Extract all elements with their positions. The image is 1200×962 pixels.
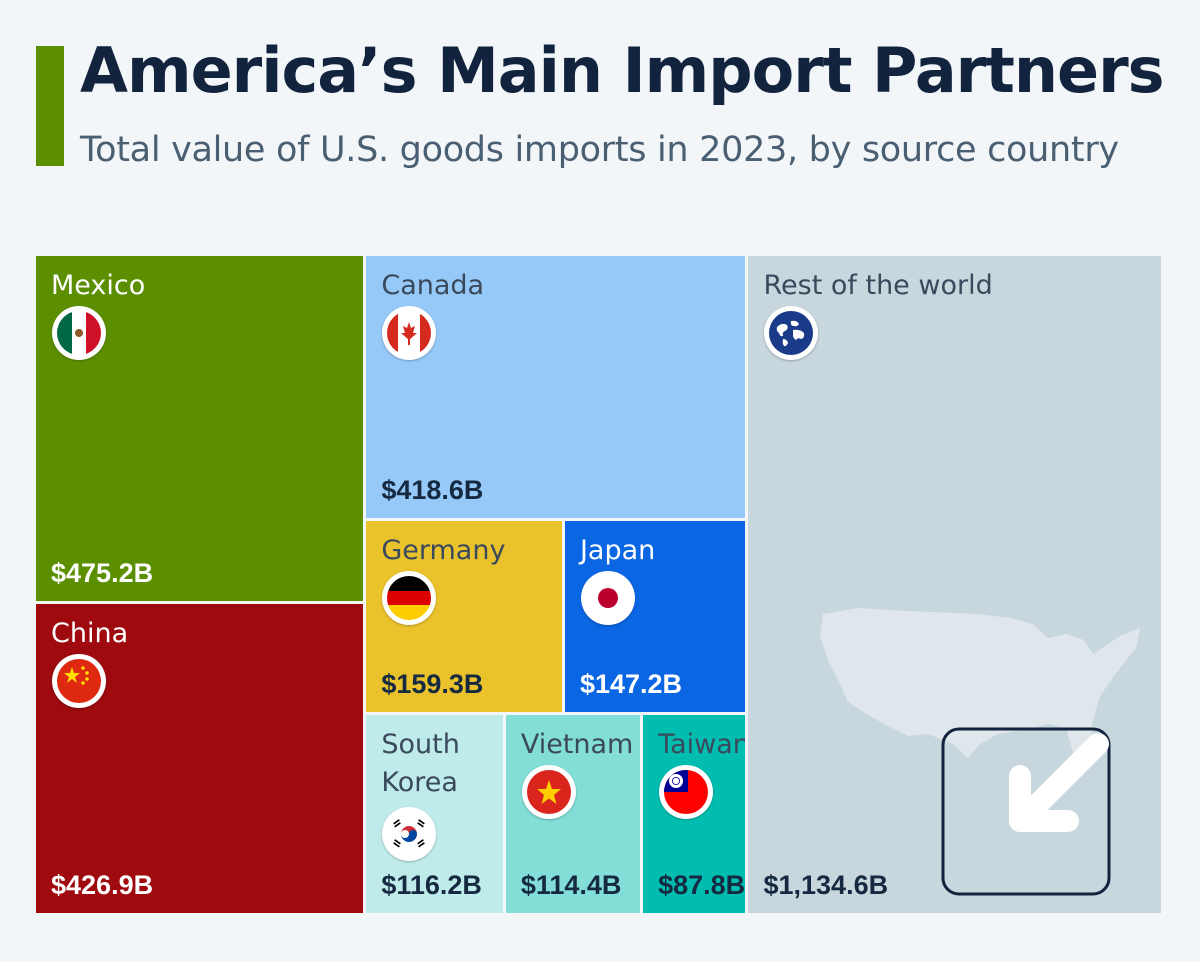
- canada-flag-icon: [382, 306, 437, 360]
- tile-label-canada: Canada: [381, 270, 485, 301]
- japan-flag-icon: [580, 570, 635, 625]
- germany-flag-icon: [382, 570, 437, 625]
- taiwan-flag-icon: [659, 764, 714, 819]
- tile-value-canada: $418.6B: [381, 474, 484, 505]
- accent-bar: [36, 46, 64, 166]
- treemap-tile-south-korea: South Korea $116.2B: [366, 714, 503, 913]
- china-flag-icon: [52, 653, 106, 708]
- treemap-tile-japan: Japan $147.2B: [564, 520, 746, 712]
- chart-subtitle: Total value of U.S. goods imports in 202…: [80, 130, 1119, 170]
- tile-label-china: China: [51, 617, 129, 649]
- treemap-tile-rest-of-the-world: Rest of the world $1,134.6B: [748, 256, 1161, 913]
- tile-label-vietnam: Vietnam: [520, 728, 634, 760]
- treemap-tile-china: China $426.9B: [36, 603, 364, 913]
- tile-value-china: $426.9B: [51, 869, 154, 900]
- treemap-tile-mexico: Mexico $475.2B: [36, 256, 364, 601]
- treemap-tile-canada: Canada $418.6B: [366, 256, 746, 518]
- globe-icon: [764, 306, 819, 360]
- tile-label-germany: Germany: [381, 534, 506, 566]
- tile-label-taiwan: Taiwan: [658, 728, 746, 760]
- tile-value-germany: $159.3B: [381, 668, 484, 699]
- tile-value-rest-of-the-world: $1,134.6B: [763, 870, 889, 900]
- treemap-tile-taiwan: Taiwan $87.8B: [643, 714, 746, 913]
- treemap-chart: Mexico $475.2B China $426.9B Canada $418.6B Ge…: [36, 256, 1164, 916]
- tile-label-japan: Japan: [579, 534, 656, 566]
- tile-label-mexico: Mexico: [51, 270, 146, 301]
- tile-value-south-korea: $116.2B: [381, 869, 482, 900]
- tile-value-japan: $147.2B: [579, 668, 683, 699]
- mexico-flag-icon: [52, 306, 106, 360]
- treemap-tile-vietnam: Vietnam $114.4B: [505, 714, 641, 913]
- tile-value-vietnam: $114.4B: [520, 869, 622, 900]
- treemap-tile-germany: Germany $159.3B: [366, 520, 562, 712]
- south-korea-flag-icon: [382, 806, 437, 861]
- vietnam-flag-icon: [521, 764, 576, 819]
- tile-label-rest-of-the-world: Rest of the world: [763, 270, 993, 301]
- tile-value-taiwan: $87.8B: [658, 869, 746, 900]
- chart-title: America’s Main Import Partners: [80, 34, 1165, 107]
- tile-label-south-korea: South Korea: [381, 728, 460, 798]
- us-map-icon: [820, 608, 1141, 896]
- tile-value-mexico: $475.2B: [51, 557, 154, 588]
